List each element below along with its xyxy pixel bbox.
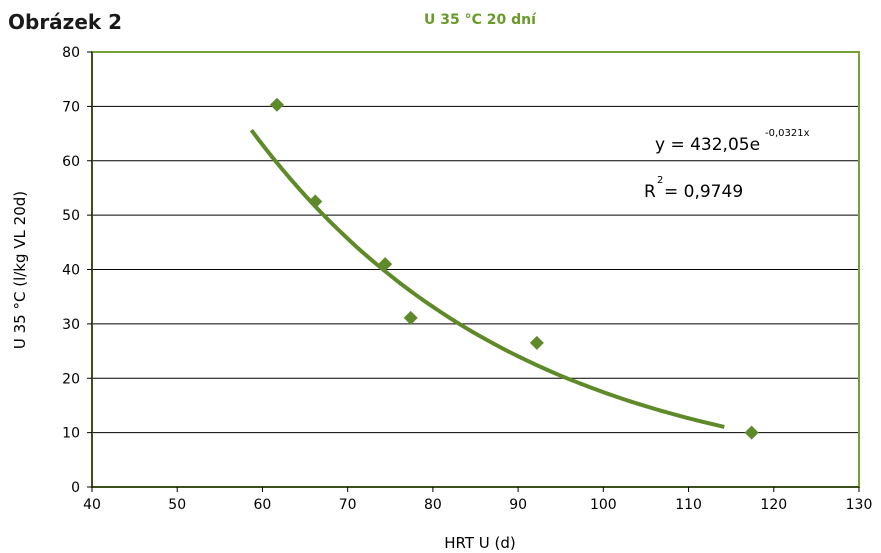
- data-point-5: [529, 335, 544, 350]
- figure-label: Obrázek 2: [8, 10, 123, 34]
- data-point-6: [744, 425, 759, 440]
- x-tick-label-40: 40: [83, 497, 101, 513]
- data-point-3: [378, 257, 393, 272]
- data-point-2: [308, 194, 323, 209]
- y-tick-label-40: 40: [62, 263, 80, 279]
- grid-lines: [92, 105, 859, 434]
- x-tick-label-70: 70: [339, 497, 357, 513]
- tick-labels: 40 50 60 70 80 90 100 110 120 130 0 10 20 30 40 50 60 70 8…: [62, 45, 872, 513]
- data-point-4: [403, 310, 418, 325]
- data-point-1: [269, 97, 284, 112]
- trendline: [249, 128, 725, 429]
- x-tick-label-80: 80: [424, 497, 442, 513]
- x-tick-label-90: 90: [509, 497, 527, 513]
- x-tick-label-130: 130: [846, 497, 873, 513]
- equation-exponent: -0,0321x: [765, 128, 810, 139]
- r-squared: R 2 = 0,9749: [644, 175, 743, 202]
- y-tick-label-50: 50: [62, 208, 80, 224]
- y-tick-label-80: 80: [62, 45, 80, 61]
- trendline-equation: y = 432,05e -0,0321x: [655, 128, 810, 155]
- chart-title: U 35 °C 20 dní: [424, 12, 537, 28]
- x-tick-label-110: 110: [675, 497, 702, 513]
- y-tick-label-0: 0: [71, 480, 80, 496]
- y-tick-label-60: 60: [62, 154, 80, 170]
- data-markers: [269, 97, 759, 440]
- y-tick-label-70: 70: [62, 99, 80, 115]
- x-tick-label-50: 50: [168, 497, 186, 513]
- r2-value: = 0,9749: [664, 182, 743, 202]
- x-axis-label: HRT U (d): [444, 534, 516, 552]
- x-tick-label-60: 60: [254, 497, 272, 513]
- y-tick-label-10: 10: [62, 426, 80, 442]
- x-tick-label-100: 100: [590, 497, 617, 513]
- axes: [87, 51, 860, 492]
- y-tick-label-20: 20: [62, 371, 80, 387]
- equation-text: y = 432,05e: [655, 135, 760, 155]
- y-axis-label: U 35 °C (l/kg VL 20d): [11, 191, 29, 349]
- r2-prefix: R: [644, 182, 656, 202]
- x-tick-label-120: 120: [760, 497, 787, 513]
- r2-superscript: 2: [657, 175, 663, 186]
- y-tick-label-30: 30: [62, 317, 80, 333]
